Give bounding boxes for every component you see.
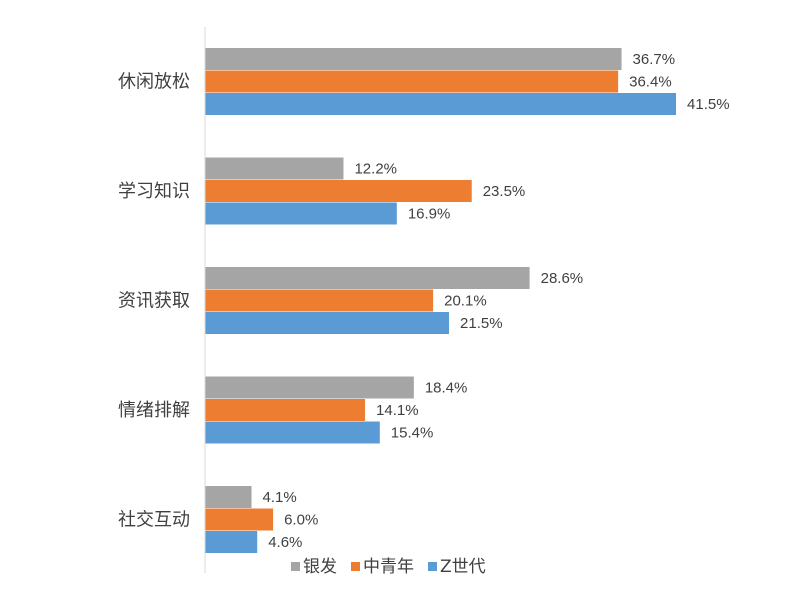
- legend-label: 银发: [303, 557, 337, 577]
- legend-swatch: [428, 562, 437, 571]
- data-label: 4.1%: [263, 489, 297, 506]
- legend-swatch: [351, 562, 360, 571]
- data-label: 16.9%: [408, 206, 451, 223]
- category-label: 休闲放松: [118, 72, 190, 93]
- bar: [205, 399, 366, 421]
- category-label: 社交互动: [118, 510, 190, 531]
- data-label: 6.0%: [284, 512, 318, 529]
- bar: [205, 289, 434, 312]
- category-label: 情绪排解: [118, 400, 190, 421]
- data-label: 36.7%: [633, 51, 676, 68]
- legend: 银发 中青年 Z世代: [291, 557, 486, 577]
- bar: [205, 508, 274, 531]
- data-label: 18.4%: [425, 380, 468, 397]
- value-labels-group: 36.7% 36.4% 41.5% 12.2% 23.5% 16.9% 28.6% 20.1%…: [263, 51, 730, 551]
- bar: [205, 202, 397, 225]
- category-label: 资讯获取: [118, 291, 190, 312]
- legend-swatch: [291, 562, 300, 571]
- bar: [205, 93, 677, 115]
- bar: [205, 312, 450, 334]
- bar: [205, 531, 258, 553]
- data-label: 21.5%: [460, 315, 503, 332]
- bar: [205, 70, 619, 93]
- legend-label: 中青年: [363, 557, 414, 577]
- data-label: 23.5%: [483, 183, 526, 200]
- data-label: 36.4%: [629, 74, 672, 91]
- data-label: 20.1%: [444, 293, 487, 310]
- data-label: 41.5%: [687, 96, 730, 113]
- bar: [205, 48, 622, 70]
- bars-group: [205, 48, 677, 553]
- bar: [205, 180, 472, 202]
- bar: [205, 376, 414, 399]
- data-label: 28.6%: [541, 270, 584, 287]
- bar: [205, 267, 530, 289]
- legend-label: Z世代: [440, 557, 486, 577]
- category-label: 学习知识: [118, 181, 190, 202]
- bar: [205, 421, 380, 444]
- data-label: 12.2%: [354, 161, 397, 178]
- bar: [205, 157, 344, 180]
- data-label: 4.6%: [268, 534, 302, 551]
- data-label: 14.1%: [376, 402, 419, 419]
- data-label: 15.4%: [391, 425, 434, 442]
- bar: [205, 486, 252, 508]
